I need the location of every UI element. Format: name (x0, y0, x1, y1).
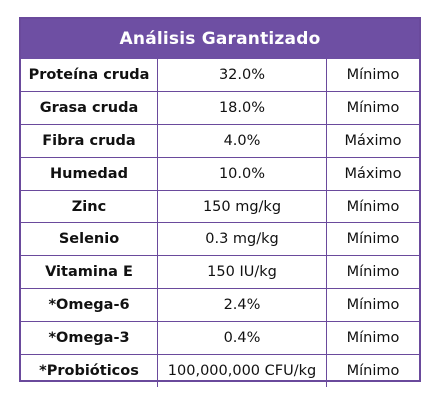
table-row: Proteína cruda 32.0% Mínimo (21, 59, 419, 92)
limit-type: Máximo (326, 156, 419, 191)
limit-type: Máximo (326, 123, 419, 158)
nutrient-name: Zinc (21, 189, 158, 224)
nutrient-value: 0.3 mg/kg (157, 222, 327, 257)
nutrient-name: Vitamina E (21, 255, 158, 290)
table-row: Humedad 10.0% Máximo (21, 156, 419, 191)
limit-type: Mínimo (326, 222, 419, 257)
nutrient-name: Humedad (21, 156, 158, 191)
nutrient-name: Proteína cruda (21, 59, 158, 92)
nutrient-value: 10.0% (157, 156, 327, 191)
limit-type: Mínimo (326, 189, 419, 224)
limit-type: Mínimo (326, 59, 419, 92)
table-row: *Omega-6 2.4% Mínimo (21, 288, 419, 323)
limit-type: Mínimo (326, 288, 419, 323)
table-row: Vitamina E 150 IU/kg Mínimo (21, 255, 419, 290)
nutrient-name: Grasa cruda (21, 90, 158, 125)
limit-type: Mínimo (326, 321, 419, 356)
nutrient-value: 100,000,000 CFU/kg (157, 354, 327, 387)
limit-type: Mínimo (326, 90, 419, 125)
nutrient-value: 32.0% (157, 59, 327, 92)
nutrient-name: *Omega-3 (21, 321, 158, 356)
table-row: Zinc 150 mg/kg Mínimo (21, 189, 419, 224)
nutrient-value: 0.4% (157, 321, 327, 356)
nutrient-name: *Probióticos (21, 354, 158, 387)
analysis-table: Proteína cruda 32.0% Mínimo Grasa cruda … (21, 59, 419, 387)
table-row: Grasa cruda 18.0% Mínimo (21, 90, 419, 125)
nutrient-name: Fibra cruda (21, 123, 158, 158)
table-row: Fibra cruda 4.0% Máximo (21, 123, 419, 158)
nutrient-value: 150 mg/kg (157, 189, 327, 224)
nutrient-value: 150 IU/kg (157, 255, 327, 290)
table-row: *Omega-3 0.4% Mínimo (21, 321, 419, 356)
nutrient-name: *Omega-6 (21, 288, 158, 323)
limit-type: Mínimo (326, 255, 419, 290)
table-row: Selenio 0.3 mg/kg Mínimo (21, 222, 419, 257)
table-title: Análisis Garantizado (21, 19, 419, 59)
nutrient-value: 4.0% (157, 123, 327, 158)
nutrient-value: 18.0% (157, 90, 327, 125)
limit-type: Mínimo (326, 354, 419, 387)
nutrient-name: Selenio (21, 222, 158, 257)
guaranteed-analysis-panel: Análisis Garantizado Proteína cruda 32.0… (19, 17, 421, 387)
table-row: *Probióticos 100,000,000 CFU/kg Mínimo (21, 354, 419, 387)
nutrient-value: 2.4% (157, 288, 327, 323)
